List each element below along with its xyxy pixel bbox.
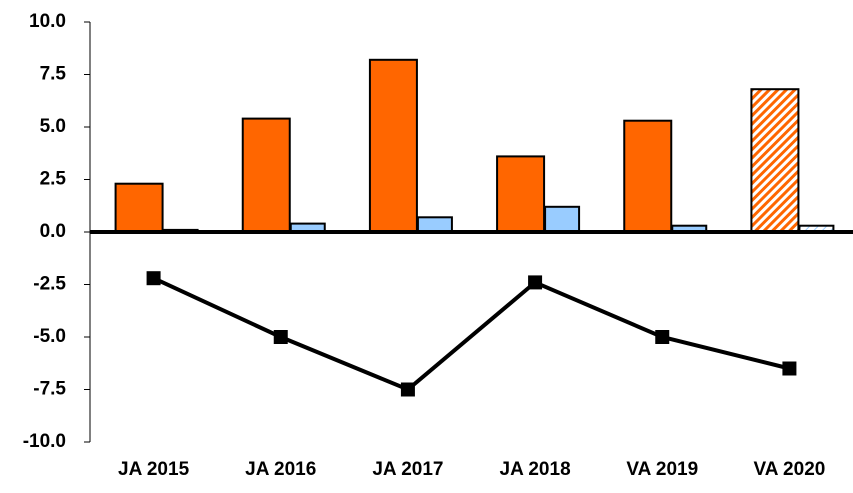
bar (623, 119, 673, 233)
x-tick-label: JA 2018 (500, 459, 571, 480)
x-tick-label: JA 2015 (118, 459, 190, 480)
y-tick-label: 0.0 (40, 221, 66, 242)
y-tick-label: 2.5 (40, 169, 67, 190)
x-tick-label: VA 2020 (754, 459, 826, 480)
x-tick-label: JA 2017 (372, 459, 443, 480)
y-tick-label: 5.0 (40, 116, 66, 137)
marker (273, 330, 288, 344)
y-tick-label: 10.0 (29, 11, 66, 32)
bar (544, 205, 581, 234)
line (152, 276, 790, 392)
y-tick-label: -10.0 (23, 431, 66, 452)
marker (782, 361, 797, 376)
bar (114, 182, 164, 233)
y-tick-label: -7.5 (33, 379, 66, 400)
y-tick-label: 7.5 (40, 64, 67, 85)
bar (241, 117, 291, 233)
bar (750, 88, 800, 233)
y-tick-label: -2.5 (33, 274, 66, 295)
x-tick-label: JA 2016 (245, 459, 316, 480)
bar (368, 58, 418, 233)
marker (400, 382, 415, 397)
marker (655, 330, 670, 344)
marker (146, 271, 161, 286)
x-tick-label: VA 2019 (626, 459, 698, 480)
bar (416, 216, 453, 234)
y-tick-label: -5.0 (33, 326, 66, 347)
bar (496, 155, 546, 233)
marker (528, 275, 543, 290)
